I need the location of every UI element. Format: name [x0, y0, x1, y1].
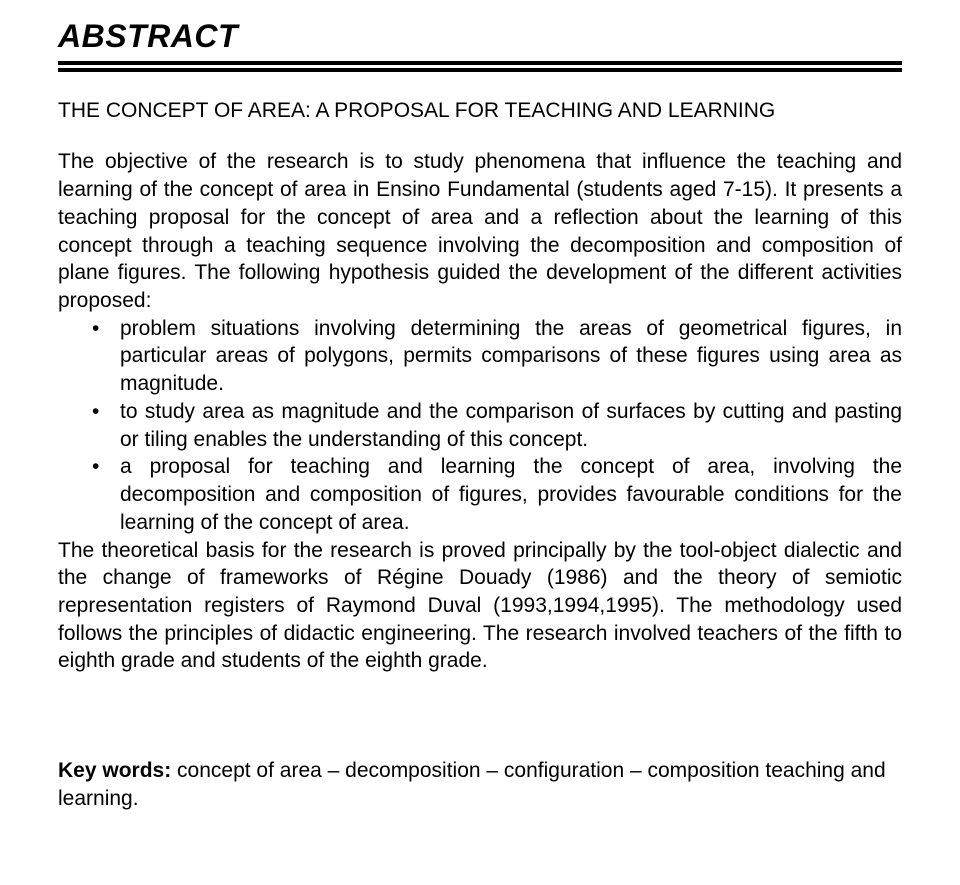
- intro-paragraph: The objective of the research is to stud…: [58, 148, 902, 314]
- paper-subheading: THE CONCEPT OF AREA: A PROPOSAL FOR TEAC…: [58, 96, 902, 126]
- list-item: a proposal for teaching and learning the…: [120, 453, 902, 536]
- keywords-block: Key words: concept of area – decompositi…: [58, 757, 902, 814]
- keywords-label: Key words:: [58, 759, 171, 782]
- page: ABSTRACT THE CONCEPT OF AREA: A PROPOSAL…: [0, 0, 960, 814]
- closing-paragraph: The theoretical basis for the research i…: [58, 537, 902, 676]
- abstract-body: The objective of the research is to stud…: [58, 148, 902, 675]
- horizontal-rule: [58, 61, 902, 72]
- list-item: problem situations involving determining…: [120, 315, 902, 398]
- hypothesis-list: problem situations involving determining…: [58, 315, 902, 537]
- abstract-title: ABSTRACT: [58, 18, 902, 55]
- list-item: to study area as magnitude and the compa…: [120, 398, 902, 453]
- keywords-text: concept of area – decomposition – config…: [58, 759, 886, 810]
